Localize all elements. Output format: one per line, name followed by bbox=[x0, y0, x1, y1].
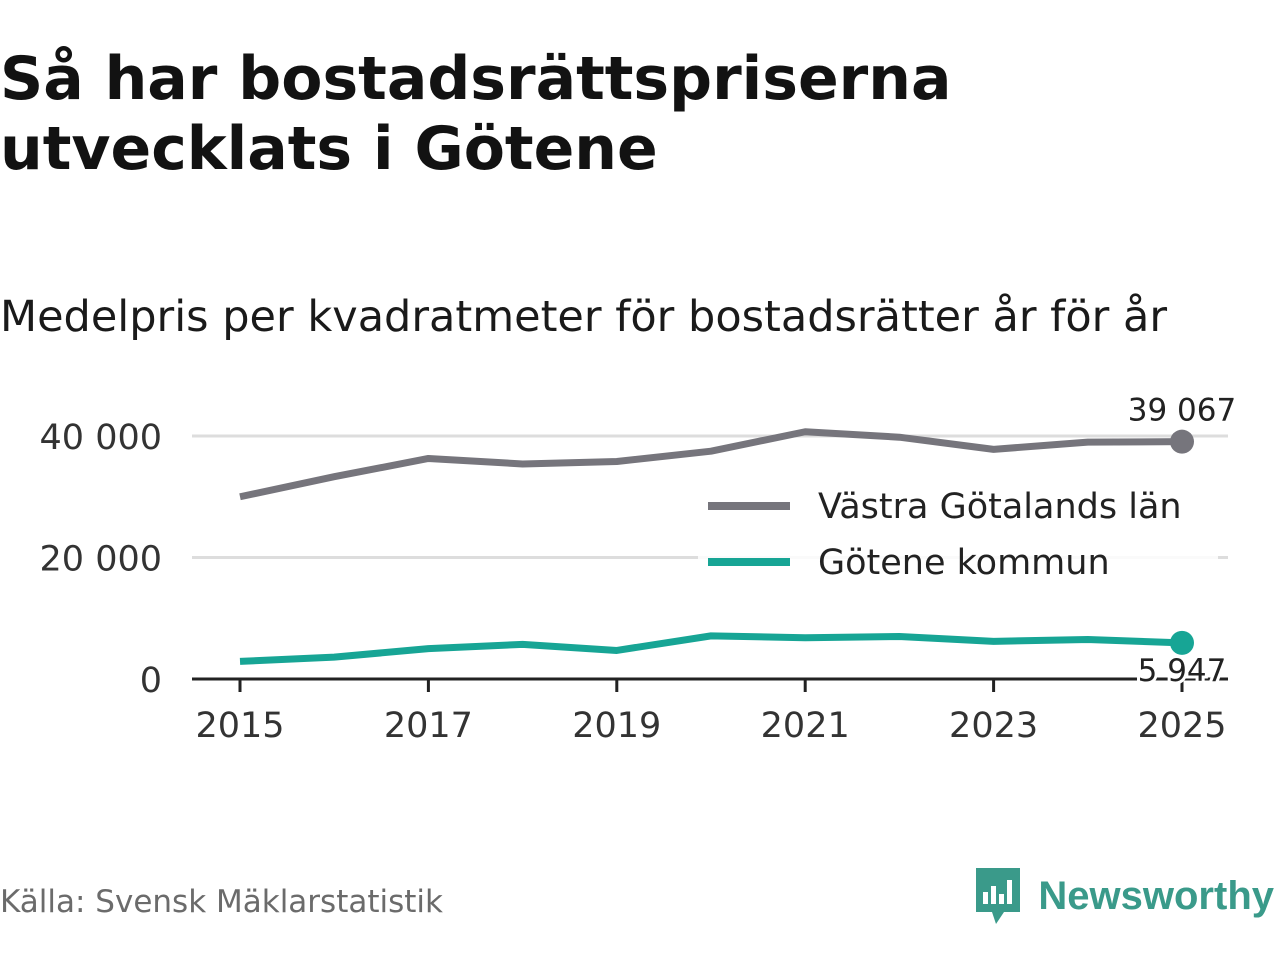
x-tick-label: 2015 bbox=[195, 706, 284, 746]
x-tick-label: 2025 bbox=[1137, 706, 1226, 746]
end-value-label: 5 947 bbox=[1138, 653, 1227, 689]
x-tick-label: 2023 bbox=[949, 706, 1038, 746]
axis-layer: 0 20 000 40 000 2015 2017 2019 2021 2023 2025 bbox=[40, 418, 1228, 746]
y-tick-label: 0 bbox=[140, 661, 162, 701]
brand-name: Newsworthy bbox=[1038, 873, 1274, 918]
end-point-marker bbox=[1170, 630, 1194, 655]
brand-logo[interactable]: Newsworthy bbox=[972, 866, 1274, 926]
x-tick-label: 2019 bbox=[572, 706, 661, 746]
legend-label: Västra Götalands län bbox=[818, 487, 1182, 527]
x-tick-label: 2017 bbox=[384, 706, 473, 746]
y-tick-label: 20 000 bbox=[40, 540, 162, 580]
newsworthy-logo-icon bbox=[976, 868, 1021, 924]
legend-label: Götene kommun bbox=[818, 543, 1110, 583]
series-line bbox=[239, 632, 1183, 665]
end-point-marker bbox=[1170, 429, 1194, 454]
end-value-label: 39 067 bbox=[1128, 393, 1236, 429]
label-layer: 39 067 5 947 bbox=[1125, 390, 1239, 692]
source-note: Källa: Svensk Mäklarstatistik bbox=[0, 884, 443, 920]
legend: Västra Götalands län Götene kommun bbox=[698, 478, 1218, 586]
series-layer bbox=[239, 428, 1194, 665]
x-tick-label: 2021 bbox=[761, 706, 850, 746]
chart-subtitle: Medelpris per kvadratmeter för bostadsrä… bbox=[0, 292, 1168, 342]
series-line bbox=[239, 428, 1183, 501]
y-tick-label: 40 000 bbox=[40, 418, 162, 458]
page-title: Så har bostadsrättspriserna utvecklats i… bbox=[0, 44, 952, 184]
